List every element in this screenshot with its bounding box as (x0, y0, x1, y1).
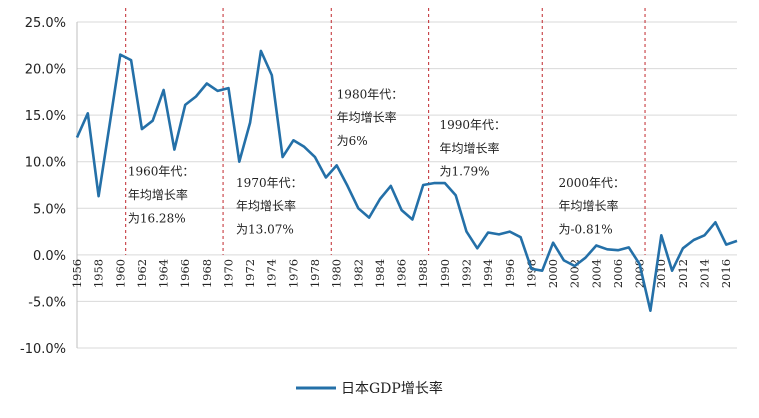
x-tick-label: 1988 (416, 259, 430, 288)
x-tick-label: 2016 (719, 259, 733, 288)
series-line-layer (75, 49, 738, 313)
x-tick-label: 1984 (373, 259, 387, 288)
x-tick-label: 1970 (221, 259, 235, 288)
x-tick-label: 2002 (568, 259, 582, 288)
x-tick-label: 1976 (286, 259, 300, 288)
y-axis-ticks: 25.0% 20.0% 15.0% 10.0% 5.0% 0.0% -5.0% -10.0% (20, 16, 66, 357)
decade-annotation: 为13.07% (236, 222, 294, 236)
decade-annotation: 年均增长率 (439, 140, 499, 155)
x-tick-label: 1974 (265, 259, 279, 288)
legend-label: 日本GDP增长率 (341, 380, 443, 397)
x-tick-label: 1992 (460, 259, 474, 288)
legend: 日本GDP增长率 (296, 380, 443, 397)
x-tick-label: 1960 (113, 259, 127, 288)
x-axis-ticks: 1956 1958 1960 1962 1964 1966 1968 1970 1972 1974… (70, 259, 733, 288)
x-tick-label: 1968 (200, 259, 214, 288)
decade-annotation: 年均增长率 (236, 198, 296, 213)
decade-annotation: 为1.79% (439, 165, 489, 179)
x-tick-label: 1956 (70, 259, 84, 288)
y-tick-label: 5.0% (33, 202, 66, 217)
y-tick-label: 10.0% (25, 156, 66, 171)
x-tick-label: 1998 (524, 259, 538, 288)
decade-annotation: 为16.28% (128, 211, 186, 225)
decade-annotation: 年均增长率 (337, 110, 397, 125)
decade-annotation: 1970年代： (236, 176, 303, 190)
decade-annotation: 为6% (337, 134, 368, 148)
series-line-gdp-growth (75, 49, 738, 313)
decade-annotation: 为-0.81% (558, 222, 612, 236)
y-tick-label: 15.0% (25, 109, 66, 124)
y-tick-label: 0.0% (33, 249, 66, 264)
x-tick-label: 1982 (351, 259, 365, 288)
y-tick-label: 25.0% (25, 16, 66, 31)
x-tick-label: 1980 (330, 259, 344, 288)
decade-annotation: 年均增长率 (558, 198, 618, 213)
y-tick-label: -5.0% (28, 295, 66, 310)
x-tick-label: 1990 (438, 259, 452, 288)
x-tick-label: 1978 (308, 259, 322, 288)
x-tick-label: 1972 (243, 259, 257, 288)
x-tick-label: 1986 (395, 259, 409, 288)
decade-annotation: 1960年代： (128, 165, 195, 179)
decade-annotation: 2000年代： (558, 176, 625, 190)
x-tick-label: 1964 (157, 259, 171, 288)
x-tick-label: 1958 (92, 259, 106, 288)
decade-annotation: 1980年代： (337, 87, 404, 101)
x-tick-label: 2004 (589, 259, 603, 288)
x-tick-label: 2014 (698, 259, 712, 288)
x-tick-label: 2006 (611, 259, 625, 288)
x-tick-label: 1966 (178, 259, 192, 288)
decade-annotation: 年均增长率 (128, 187, 188, 202)
decade-annotation: 1990年代： (439, 118, 506, 132)
y-tick-label: -10.0% (20, 342, 66, 357)
divider-layer (125, 8, 646, 255)
x-tick-label: 1962 (135, 259, 149, 288)
x-tick-label: 1994 (481, 259, 495, 288)
x-tick-label: 2012 (676, 259, 690, 288)
y-tick-label: 20.0% (25, 63, 66, 78)
x-tick-label: 2000 (546, 259, 560, 288)
grid-layer (76, 21, 737, 349)
x-tick-label: 1996 (503, 259, 517, 288)
